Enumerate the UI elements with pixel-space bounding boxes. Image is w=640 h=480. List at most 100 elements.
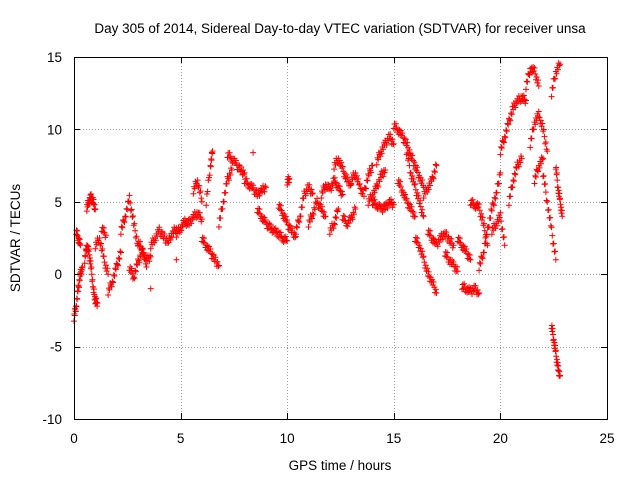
data-point — [219, 205, 226, 212]
data-point — [490, 201, 497, 208]
data-point — [535, 113, 542, 120]
data-point — [358, 186, 365, 193]
data-point — [293, 223, 300, 230]
data-point — [142, 260, 149, 267]
data-point — [397, 183, 404, 190]
data-point — [476, 267, 483, 274]
data-point — [328, 187, 335, 194]
data-point — [475, 291, 482, 298]
data-point — [360, 193, 367, 200]
data-point — [424, 272, 431, 279]
data-point — [380, 173, 387, 180]
data-point — [291, 229, 298, 236]
data-point — [286, 175, 293, 182]
data-point — [309, 190, 316, 197]
data-point — [500, 233, 507, 240]
data-point — [386, 135, 393, 142]
data-point — [530, 64, 537, 71]
data-point — [191, 185, 198, 192]
data-point — [475, 204, 482, 211]
data-point — [355, 176, 362, 183]
x-tick-label: 10 — [280, 431, 295, 446]
data-point — [459, 281, 466, 288]
data-point — [429, 235, 436, 241]
data-point — [407, 169, 414, 176]
data-point — [425, 186, 432, 193]
data-point — [284, 237, 291, 244]
data-point — [105, 271, 112, 278]
data-point — [523, 78, 530, 85]
data-point — [548, 224, 555, 231]
data-point — [190, 190, 197, 197]
data-point — [222, 189, 229, 196]
data-point — [344, 223, 351, 230]
axis-ticks: 0 5 10 15 20 25 -10 -5 0 5 10 15 — [42, 50, 614, 446]
data-point — [356, 180, 363, 187]
x-tick-label: 20 — [493, 431, 508, 446]
data-point — [259, 217, 266, 224]
data-point — [552, 248, 559, 255]
data-point — [505, 121, 512, 128]
data-point — [412, 180, 419, 187]
data-point — [92, 206, 99, 213]
data-point — [96, 235, 103, 241]
data-point — [123, 205, 130, 212]
data-point — [444, 249, 451, 256]
data-point — [74, 288, 81, 295]
data-point — [147, 252, 154, 259]
data-point — [412, 213, 419, 220]
data-point — [531, 180, 538, 187]
data-point — [335, 206, 342, 213]
data-point — [547, 222, 554, 229]
data-point — [220, 198, 227, 205]
data-point — [390, 201, 397, 208]
data-point — [302, 192, 309, 199]
data-point — [498, 143, 505, 150]
data-point — [405, 200, 412, 207]
data-point — [110, 279, 117, 286]
data-point — [463, 246, 470, 253]
data-point — [339, 191, 346, 198]
data-point — [409, 208, 416, 215]
data-point — [528, 135, 535, 142]
data-point — [340, 212, 347, 219]
data-point — [434, 243, 441, 250]
data-point — [479, 214, 486, 221]
data-point — [557, 372, 564, 379]
data-point — [411, 213, 418, 220]
data-point — [352, 206, 359, 213]
y-tick-label: 10 — [47, 122, 62, 137]
data-point — [226, 149, 233, 156]
data-point — [338, 188, 345, 195]
data-point — [272, 225, 279, 232]
data-point — [130, 274, 137, 281]
data-point — [510, 178, 517, 185]
data-point — [309, 215, 316, 222]
data-point — [375, 183, 382, 190]
x-tick-label: 5 — [177, 431, 185, 446]
data-point — [492, 195, 499, 202]
data-point — [427, 182, 434, 189]
data-point — [501, 133, 508, 140]
data-point — [540, 172, 547, 179]
data-point — [506, 116, 513, 123]
data-point — [188, 220, 195, 227]
data-point — [295, 218, 302, 225]
data-point — [173, 256, 180, 263]
data-point — [543, 197, 550, 204]
data-point — [106, 286, 113, 293]
data-point — [549, 84, 556, 91]
data-point — [549, 232, 556, 239]
data-point — [244, 179, 251, 186]
data-point — [128, 265, 135, 272]
data-point — [433, 290, 440, 297]
data-point — [196, 182, 203, 189]
data-point — [79, 263, 86, 270]
data-point — [507, 117, 514, 124]
data-point — [404, 139, 411, 146]
data-point — [105, 292, 112, 299]
data-point — [373, 204, 380, 211]
data-point — [531, 65, 538, 72]
data-point — [329, 182, 336, 189]
